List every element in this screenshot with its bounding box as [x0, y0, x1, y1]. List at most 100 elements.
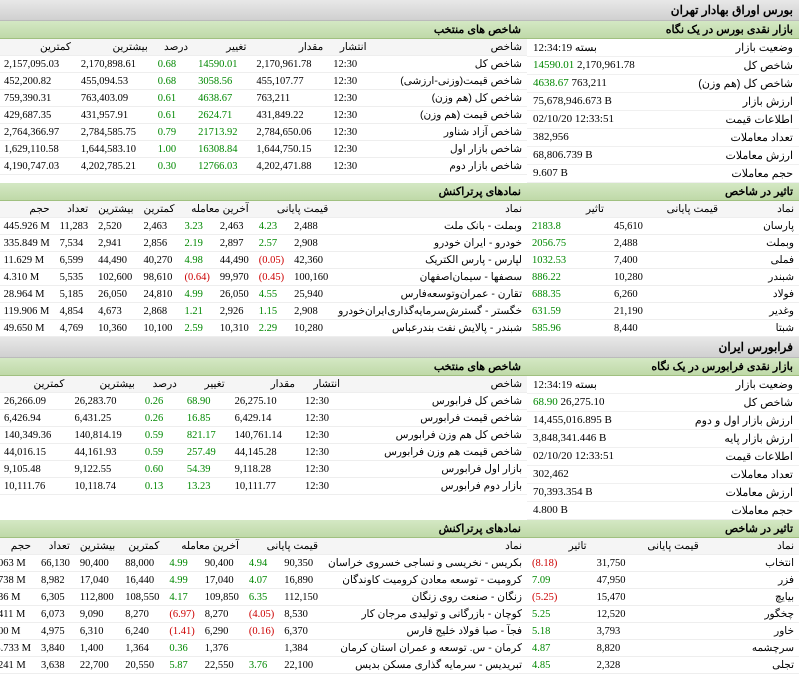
indices-header: شاخص های منتخب: [0, 21, 528, 39]
trade-row: بکریس - نخریسی و نساجی خسروی خراسان 90,3…: [0, 555, 528, 572]
col-header: تاثیر: [528, 201, 610, 218]
col-header: تعداد: [37, 538, 76, 555]
trade-row: کوچان - بازرگانی و تولیدی مرجان کار 8,53…: [0, 606, 528, 623]
index-row: بازار دوم فرابورس12:3010,111.77 13.230.1…: [0, 478, 528, 495]
kv-row: اطلاعات قیمت02/10/20 12:33:51: [528, 111, 800, 129]
col-header: بیشترین: [70, 376, 140, 393]
symbol[interactable]: فولاد: [724, 286, 800, 303]
index-row: شاخص كل فرابورس12:3026,275.10 68.900.26 …: [0, 393, 528, 410]
kv-row: شاخص كل68.90 26,275.10: [528, 394, 800, 412]
index-table: شاخصانتشارمقدارتغییردرصدبیشترینکمترین شا…: [0, 39, 528, 175]
kv-row: تعداد معاملات302,462: [528, 466, 800, 484]
market-title: فرابورس ایران: [0, 337, 800, 358]
col-header: انتشار: [301, 376, 346, 393]
col-header: قیمت پایانی: [593, 538, 705, 555]
symbol[interactable]: وبملت - بانک ملت: [334, 218, 528, 235]
symbol[interactable]: کوچان - بازرگانی و تولیدی مرجان کار: [324, 606, 528, 623]
impact-header: تاثیر در شاخص: [528, 183, 800, 201]
symbol[interactable]: تبریدیس - سرمایه گذاری مسکن بدیس: [324, 657, 528, 674]
col-header: بیشترین: [77, 39, 154, 56]
symbol[interactable]: وغدیر: [724, 303, 800, 320]
symbol[interactable]: تقارن - عمران‌وتوسعه‌فارس: [334, 286, 528, 303]
col-header: قیمت پایانی: [610, 201, 724, 218]
trades-table: نمادقیمت پایانیآخرین معاملهکمترینبیشترین…: [0, 538, 528, 674]
col-header: نماد: [334, 201, 528, 218]
col-header: شاخص: [373, 39, 529, 56]
glance-header: بازار نقدی بورس در یک نگاه: [528, 21, 800, 39]
index-row: شاخص بازار اول12:301,644,750.15 16308.84…: [0, 141, 528, 158]
glance-header: بازار نقدی فرابورس در یک نگاه: [528, 358, 800, 376]
trade-row: وبملت - بانک ملت 2,4884.23 2,4633.23 2,4…: [0, 218, 528, 235]
symbol[interactable]: پارسان: [724, 218, 800, 235]
col-header: کمترین: [121, 538, 165, 555]
col-header: شاخص: [346, 376, 528, 393]
kv-row: حجم معاملات4.800 B: [528, 502, 800, 520]
symbol[interactable]: زنگان - صنعت روی زنگان: [324, 589, 528, 606]
symbol[interactable]: بکریس - نخریسی و نساجی خسروی خراسان: [324, 555, 528, 572]
col-header: تاثیر: [528, 538, 593, 555]
col-header: کمترین: [140, 201, 181, 218]
indices-header: شاخص های منتخب: [0, 358, 528, 376]
symbol[interactable]: شبندر - پالایش نفت بندرعباس: [334, 320, 528, 337]
col-header: بیشترین: [76, 538, 121, 555]
trade-row: کرمان - س. توسعه و عمران استان کرمان 1,3…: [0, 640, 528, 657]
col-header: حجم: [0, 201, 56, 218]
index-row: شاخص قیمت فرابورس12:306,429.14 16.850.26…: [0, 410, 528, 427]
kv-row: وضعیت بازاربسته 12:34:19: [528, 39, 800, 57]
kv-row: تعداد معاملات382,956: [528, 129, 800, 147]
symbol[interactable]: کرمان - س. توسعه و عمران استان کرمان: [324, 640, 528, 657]
symbol[interactable]: وبملت: [724, 235, 800, 252]
impact-row: فولاد 6,260 688.35: [528, 286, 800, 303]
symbol[interactable]: انتخاب: [705, 555, 800, 572]
impact-row: تجلی 2,328 4.85: [528, 657, 800, 674]
col-header: قیمت پایانی: [255, 201, 335, 218]
trades-header: نمادهای پرتراکنش: [0, 520, 528, 538]
col-header: بیشترین: [94, 201, 139, 218]
symbol[interactable]: تجلی: [705, 657, 800, 674]
impact-row: سرچشمه 8,820 4.87: [528, 640, 800, 657]
trade-row: فجآ - صبا فولاد خلیج فارس 6,370(0.16) 6,…: [0, 623, 528, 640]
impact-row: فزر 47,950 7.09: [528, 572, 800, 589]
symbol[interactable]: بيايچ: [705, 589, 800, 606]
impact-row: شبتا 8,440 585.96: [528, 320, 800, 337]
symbol[interactable]: فزر: [705, 572, 800, 589]
index-row: شاخص كل12:302,170,961.78 14590.010.68 2,…: [0, 56, 528, 73]
trades-table: نمادقیمت پایانیآخرین معاملهکمترینبیشترین…: [0, 201, 528, 337]
col-header: درصد: [154, 39, 194, 56]
symbol[interactable]: شبتا: [724, 320, 800, 337]
col-header: درصد: [141, 376, 183, 393]
market-title: بورس اوراق بهادار تهران: [0, 0, 800, 21]
impact-header: تاثیر در شاخص: [528, 520, 800, 538]
symbol[interactable]: چخگور: [705, 606, 800, 623]
symbol[interactable]: فملی: [724, 252, 800, 269]
impact-row: انتخاب 31,750 (8.18): [528, 555, 800, 572]
col-header: آخرین معامله: [180, 201, 254, 218]
trade-row: خودرو - ایران خودرو 2,9082.57 2,8972.19 …: [0, 235, 528, 252]
trade-row: سصفها - سیمان‌اصفهان 100,160(0.45) 99,97…: [0, 269, 528, 286]
symbol[interactable]: شبندر: [724, 269, 800, 286]
index-row: شاخص قیمت(وزنی-ارزشی)12:30455,107.77 305…: [0, 73, 528, 90]
index-row: بازار اول فرابورس12:309,118.28 54.390.60…: [0, 461, 528, 478]
kv-row: حجم معاملات9.607 B: [528, 165, 800, 183]
trade-row: لپارس - پارس الکتریک 42,360(0.05) 44,490…: [0, 252, 528, 269]
symbol[interactable]: لپارس - پارس الکتریک: [334, 252, 528, 269]
col-header: مقدار: [252, 39, 329, 56]
symbol[interactable]: خاور: [705, 623, 800, 640]
symbol[interactable]: فجآ - صبا فولاد خلیج فارس: [324, 623, 528, 640]
symbol[interactable]: خودرو - ایران خودرو: [334, 235, 528, 252]
impact-row: فملی 7,400 1032.53: [528, 252, 800, 269]
trade-row: خگستر - گسترش‌سرمایه‌گذاری‌ایران‌خودرو 2…: [0, 303, 528, 320]
kv-row: اطلاعات قیمت02/10/20 12:33:51: [528, 448, 800, 466]
kv-row: وضعیت بازاربسته 12:34:19: [528, 376, 800, 394]
col-header: قیمت پایانی: [245, 538, 324, 555]
trade-row: کرومیت - توسعه معادن کرومیت کاوندگان 16,…: [0, 572, 528, 589]
trade-row: شبندر - پالایش نفت بندرعباس 10,2802.29 1…: [0, 320, 528, 337]
index-row: شاخص كل (هم وزن)12:30763,211 4638.670.61…: [0, 90, 528, 107]
symbol[interactable]: سرچشمه: [705, 640, 800, 657]
trade-row: تقارن - عمران‌وتوسعه‌فارس 25,9404.55 26,…: [0, 286, 528, 303]
symbol[interactable]: کرومیت - توسعه معادن کرومیت کاوندگان: [324, 572, 528, 589]
symbol[interactable]: خگستر - گسترش‌سرمایه‌گذاری‌ایران‌خودرو: [334, 303, 528, 320]
kv-row: ارزش بازار اول و دوم14,455,016.895 B: [528, 412, 800, 430]
symbol[interactable]: سصفها - سیمان‌اصفهان: [334, 269, 528, 286]
col-header: حجم: [0, 538, 37, 555]
